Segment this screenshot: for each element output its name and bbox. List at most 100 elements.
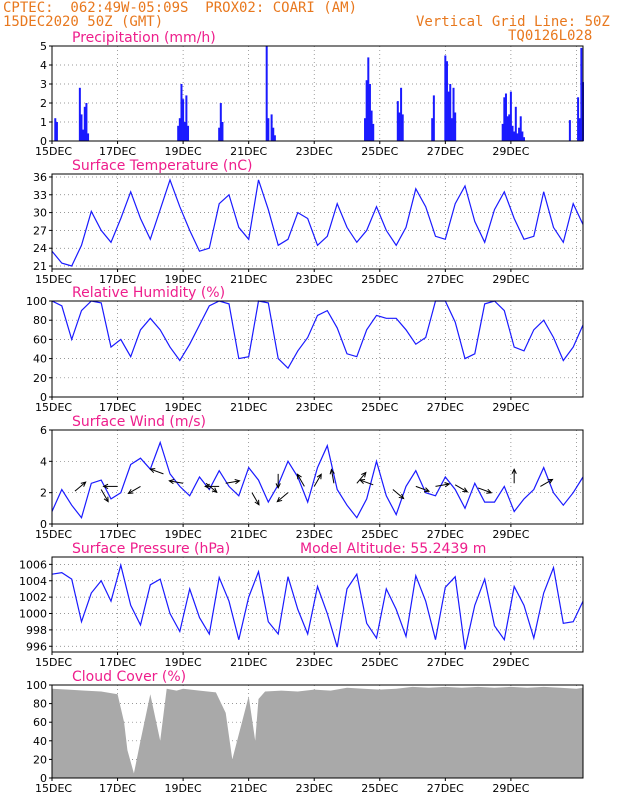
wind-arrow-head [168,478,175,485]
x-tick-label: 23DEC [296,528,333,541]
x-tick-label: 15DEC [35,273,72,286]
wind-arrow [356,471,367,484]
precip-bar [372,123,375,141]
x-tick-label: 17DEC [99,782,136,795]
x-tick-label: 27DEC [427,273,464,286]
y-tick-label: 5 [40,40,47,53]
wind-arrow-shaft [454,484,468,493]
x-tick-label: 17DEC [99,528,136,541]
wind-arrow [225,478,241,485]
wind-arrow [435,482,451,488]
y-tick-label: 3 [40,78,47,91]
wind-arrow [168,478,184,485]
wind-arrow-head [316,473,322,480]
wind-arrow-shaft [128,485,141,494]
precip-bar [577,97,580,141]
precip-bar [85,103,88,141]
wind-arrow-head [423,487,431,493]
precip-bar [80,114,83,141]
wind-arrow-head [204,483,210,490]
x-tick-label: 25DEC [361,401,398,414]
header-date: 15DEC2020 50Z (GMT) [3,14,164,30]
y-tick-label: 2 [40,97,47,110]
wind-arrow-head [462,487,469,493]
precip-bar [270,114,273,141]
wind-arrow [477,487,493,494]
x-tick-label: 17DEC [99,656,136,669]
wind-arrow-shaft [225,480,240,484]
panel-frame [51,556,584,653]
panel-wind: 0 2 4 6 15DEC 17DEC 19DEC 21DEC 23DEC 25DEC 27DEC 2… [35,414,584,541]
x-tick-label: 21DEC [230,782,267,795]
precip-bar [508,114,511,141]
precip-bar [506,116,509,141]
precip-bar [370,110,373,141]
precip-bar [272,127,275,141]
wind-arrow [511,468,517,484]
panel-title: Surface Temperature (nC) [72,158,253,174]
x-tick-label: 29DEC [492,656,529,669]
precip-bar [523,137,525,141]
y-tick-label: 4 [40,455,47,468]
header-grid-note: Vertical Grid Line: 50Z [416,14,610,30]
precip-bar [267,118,270,141]
y-tick-label: 1 [40,116,47,129]
precip-bar [454,112,457,141]
x-tick-label: 25DEC [361,528,398,541]
y-tick-label: 33 [33,189,47,202]
wind-arrow-shaft [74,481,86,492]
y-tick-label: 40 [33,735,47,748]
series-line [51,300,584,370]
x-tick-label: 27DEC [427,656,464,669]
x-tick-label: 23DEC [296,782,333,795]
precip-bar [432,95,435,141]
precip-bar [219,103,222,141]
wind-arrow [415,485,431,493]
precip-bar [365,80,368,141]
precip-bar [519,116,522,141]
wind-arrow-head [511,468,517,474]
y-tick-label: 24 [33,242,47,255]
x-tick-label: 27DEC [427,528,464,541]
y-tick-label: 0 [40,518,47,531]
x-tick-label: 17DEC [99,273,136,286]
precip-bar [82,129,85,141]
wind-arrow [296,473,305,487]
y-tick-label: 40 [33,353,47,366]
x-tick-label: 27DEC [427,401,464,414]
wind-arrow [313,473,322,487]
panel-frame [51,173,584,270]
wind-arrow-head [398,493,405,500]
precip-bar [55,122,58,141]
y-tick-label: 4 [40,59,47,72]
series-line [51,178,584,267]
precip-bar [504,93,507,141]
precip-bar [83,106,86,141]
panel-precip: 0 1 2 3 4 5 15DEC 17DEC 19DEC 21DEC 23DEC 25DEC 27DE… [35,30,584,158]
wind-arrow [74,481,87,492]
x-tick-label: 25DEC [361,656,398,669]
precip-bar [444,55,447,141]
wind-arrow-shaft [169,480,184,484]
y-tick-label: 1000 [19,608,47,621]
model-altitude: Model Altitude: 55.2439 m [300,541,486,557]
y-tick-label: 60 [33,716,47,729]
y-tick-label: 100 [26,295,47,308]
precip-bar [521,131,524,141]
wind-arrow [540,478,554,487]
precip-bar [400,87,403,141]
x-tick-label: 25DEC [361,782,398,795]
wind-arrow-head [444,482,451,488]
wind-arrow-shaft [296,474,305,487]
precip-bar [401,114,404,141]
panel-temp: 21 24 27 30 33 36 15DEC 17DEC 19DEC 21DEC 23DEC 25D… [33,158,584,286]
y-tick-label: 80 [33,314,47,327]
precip-bar [187,125,190,141]
precip-bar [178,118,181,141]
panel-frame [51,429,584,525]
panel-rh: 0 20 40 60 80 100 15DEC 17DEC 19DEC 21DEC 23DEC 25D… [26,285,584,414]
wind-arrow-head [103,496,109,503]
precip-bar [364,118,367,141]
wind-arrow [275,473,281,490]
